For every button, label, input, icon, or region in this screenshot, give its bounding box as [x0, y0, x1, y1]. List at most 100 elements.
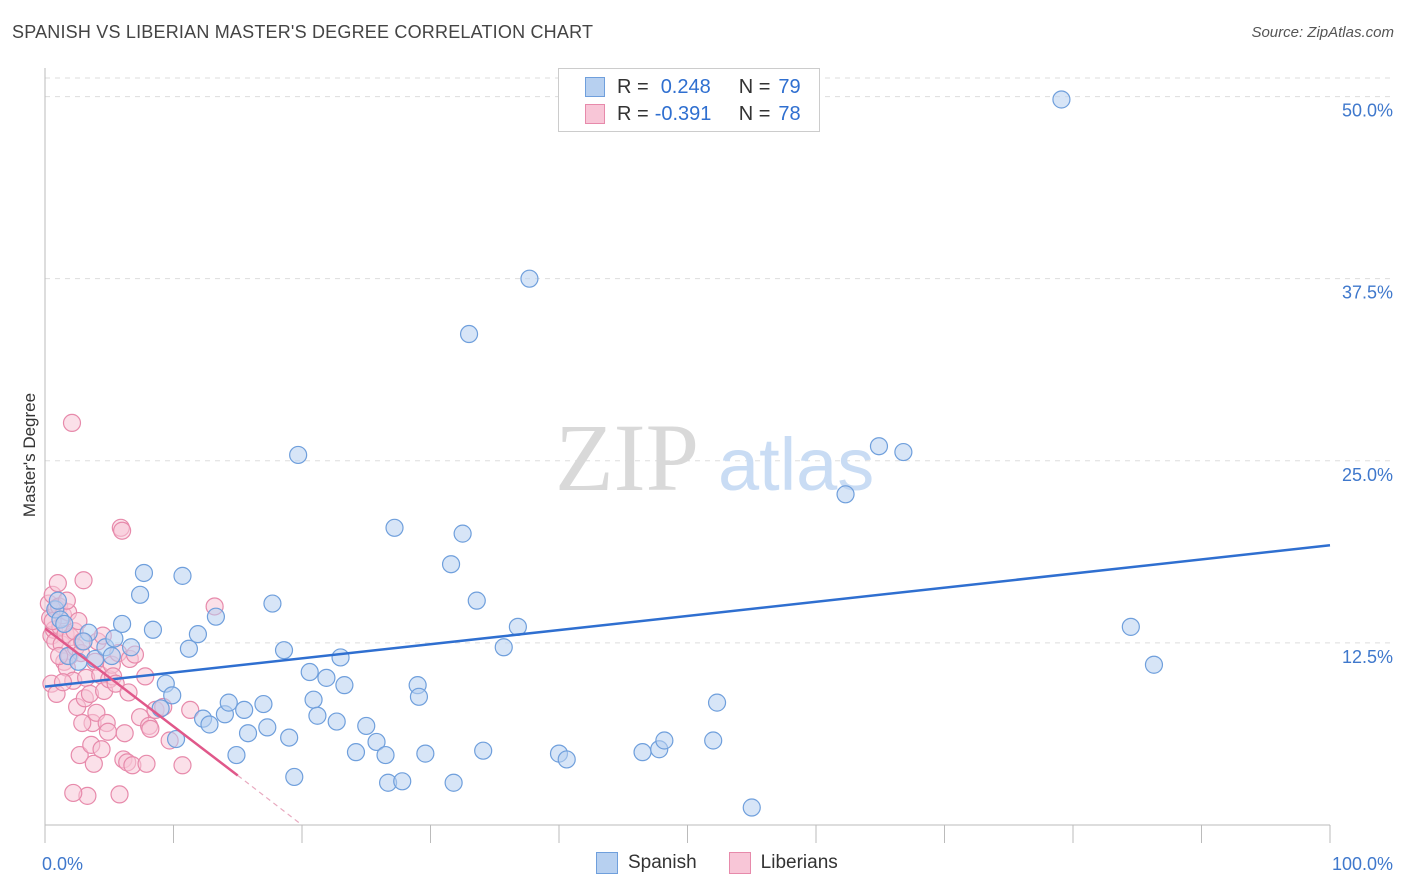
liberian-point — [98, 722, 118, 741]
liberian-legend-label: Liberians — [760, 852, 838, 873]
liberian-trend-line — [44, 627, 239, 777]
chart-title: SPANISH VS LIBERIAN MASTER'S DEGREE CORR… — [12, 22, 594, 42]
tick-labels: 12.5% 25.0% 37.5% 50.0% 0.0% 100.0% — [42, 101, 1393, 874]
r-value: -0.391 — [654, 102, 712, 125]
liberian-point — [62, 413, 82, 433]
liberian-point — [92, 740, 111, 759]
x-tick-label-start: 0.0% — [42, 854, 83, 874]
spanish-point — [520, 269, 539, 288]
liberian-point — [141, 719, 160, 738]
spanish-point — [143, 620, 163, 639]
axes — [44, 68, 1331, 843]
spanish-point — [48, 591, 67, 610]
spanish-point — [134, 563, 154, 583]
spanish-point — [346, 743, 366, 762]
spanish-point — [130, 585, 150, 604]
spanish-point — [557, 750, 576, 769]
spanish-point — [166, 729, 186, 749]
spanish-legend-swatch — [596, 852, 618, 874]
spanish-point — [357, 716, 376, 736]
spanish-point — [494, 638, 513, 657]
spanish-point — [393, 772, 412, 791]
spanish-points — [46, 90, 1164, 817]
spanish-point — [367, 732, 386, 752]
liberian-swatch — [585, 104, 605, 124]
spanish-point — [742, 798, 761, 817]
spanish-point — [227, 745, 246, 765]
spanish-point — [308, 706, 327, 725]
spanish-point — [317, 668, 336, 687]
spanish-point — [1052, 90, 1071, 109]
spanish-point — [179, 639, 199, 658]
liberian-point — [173, 756, 192, 775]
spanish-point — [704, 731, 723, 750]
spanish-point — [258, 718, 277, 737]
spanish-point — [238, 724, 258, 743]
source-label: Source: ZipAtlas.com — [1251, 24, 1394, 41]
spanish-point — [105, 629, 124, 648]
spanish-trend-line — [44, 544, 1331, 688]
spanish-point — [444, 773, 463, 792]
liberian-point — [115, 724, 134, 743]
spanish-point — [474, 741, 493, 760]
spanish-point — [416, 744, 435, 763]
series-legend: Spanish Liberians — [596, 852, 838, 874]
spanish-point — [151, 699, 170, 718]
spanish-point — [112, 614, 132, 634]
y-tick-label: 12.5% — [1342, 647, 1393, 667]
gridlines — [45, 77, 1392, 644]
liberian-point — [181, 700, 200, 720]
watermark: ZIP atlas — [555, 404, 874, 511]
x-tick-label-end: 100.0% — [1332, 854, 1393, 874]
spanish-point — [254, 694, 273, 714]
spanish-swatch — [585, 77, 605, 97]
spanish-point — [655, 731, 674, 750]
spanish-point — [633, 743, 652, 762]
spanish-point — [707, 693, 727, 712]
spanish-point — [335, 676, 354, 695]
spanish-point — [300, 662, 319, 682]
liberian-point — [112, 521, 132, 540]
spanish-point — [188, 625, 208, 644]
spanish-point — [869, 437, 889, 456]
spanish-point — [102, 646, 121, 666]
spanish-point — [121, 638, 141, 657]
spanish-point — [74, 632, 93, 651]
r-value: 0.248 — [660, 75, 711, 98]
liberian-point — [110, 785, 129, 804]
spanish-point — [459, 324, 479, 344]
liberian-point — [48, 574, 67, 593]
spanish-point — [1144, 655, 1164, 674]
spanish-point — [836, 485, 855, 504]
correlation-legend: R = 0.248 N = 79 R = -0.391 N = 78 — [558, 68, 820, 132]
spanish-point — [173, 566, 192, 585]
spanish-point — [327, 712, 346, 731]
spanish-point — [69, 652, 88, 671]
spanish-point — [235, 700, 254, 720]
liberian-point — [53, 673, 73, 692]
liberian-trend-extension — [237, 774, 303, 826]
spanish-point — [1121, 617, 1140, 636]
liberian-point — [74, 571, 93, 590]
spanish-point — [409, 687, 429, 706]
spanish-point — [331, 648, 350, 667]
r-label: R = — [617, 102, 649, 125]
y-tick-label: 37.5% — [1342, 283, 1393, 303]
n-value: 78 — [778, 102, 801, 125]
liberian-point — [73, 713, 92, 733]
spanish-point — [280, 728, 299, 747]
trend-lines — [44, 544, 1331, 826]
spanish-point — [376, 745, 395, 765]
liberian-points — [39, 413, 224, 805]
y-axis-label: Master's Degree — [20, 393, 39, 517]
liberian-point — [84, 754, 103, 773]
n-label: N = — [738, 102, 771, 125]
watermark-zip: ZIP — [555, 404, 699, 511]
legend-row-spanish: R = 0.248 N = 79 — [585, 75, 801, 99]
spanish-point — [274, 641, 294, 660]
spanish-point — [200, 715, 219, 734]
n-value: 79 — [778, 75, 801, 98]
spanish-point — [467, 591, 486, 610]
spanish-point — [894, 442, 913, 462]
spanish-point — [206, 607, 226, 626]
